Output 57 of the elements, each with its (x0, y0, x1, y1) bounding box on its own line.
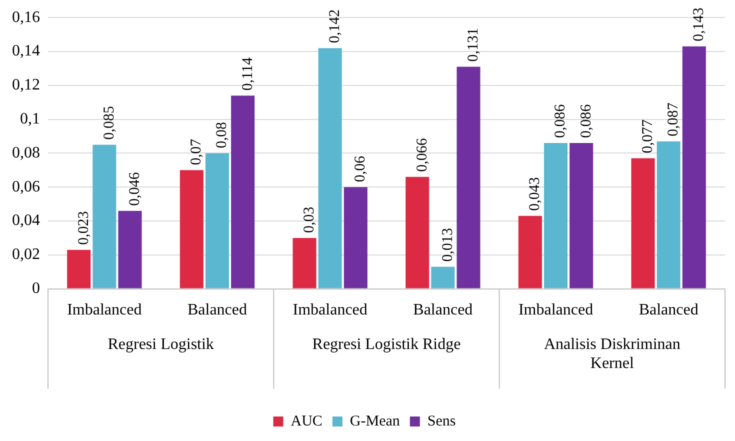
data-label: 0,143 (691, 8, 708, 42)
y-tick-label: 0,02 (12, 246, 40, 264)
y-tick-label: 0,1 (20, 110, 40, 128)
x-tick-label: Imbalanced (518, 302, 594, 319)
bar (318, 48, 342, 288)
y-tick-label: 0 (32, 280, 40, 298)
x-tick-label: Imbalanced (67, 302, 142, 319)
text: Analisis Diskriminan Kernel (544, 336, 680, 372)
x-tick-label: Balanced (187, 302, 248, 319)
data-label: 0,03 (301, 206, 318, 233)
y-tick-label: 0,14 (12, 42, 40, 60)
bar (518, 216, 542, 288)
data-label: 0,07 (188, 138, 205, 166)
x-tick-label: Balanced (413, 302, 473, 319)
bar (631, 158, 655, 288)
bar (544, 143, 568, 288)
bar (292, 238, 316, 288)
data-label: 0,114 (240, 56, 256, 91)
data-label: 0,142 (327, 9, 344, 44)
data-label: 0,087 (666, 102, 682, 136)
data-label: 0,066 (414, 138, 430, 172)
y-tick-label: 0,04 (12, 212, 40, 230)
data-label: 0,086 (552, 104, 569, 138)
bar (431, 266, 455, 288)
data-label: 0,046 (126, 172, 143, 206)
bar (456, 66, 480, 288)
y-tick-label: 0,06 (12, 178, 40, 196)
bar (406, 176, 430, 288)
bar (92, 144, 116, 288)
bar (682, 46, 706, 288)
data-label: 0,077 (640, 119, 656, 154)
bar (180, 170, 204, 288)
data-label: 0,043 (527, 177, 544, 211)
data-label: 0,086 (578, 104, 594, 138)
y-tick-label: 0,08 (12, 144, 40, 162)
legend-label: AUC (290, 413, 322, 430)
bar (570, 143, 594, 288)
y-tick-label: 0,12 (12, 76, 40, 94)
legend-label: Sens (427, 413, 456, 430)
data-label: 0,131 (465, 28, 482, 62)
bar (205, 153, 230, 288)
y-tick-label: 0,16 (12, 8, 40, 26)
text: Regresi Logistik Ridge (312, 336, 461, 354)
x-tick-label: Balanced (638, 302, 698, 319)
bar (344, 187, 368, 288)
bar (656, 141, 680, 288)
bar (118, 210, 142, 288)
bar (67, 250, 91, 288)
data-label: 0,013 (440, 228, 456, 262)
data-label: 0,08 (214, 122, 230, 148)
data-label: 0,023 (76, 211, 92, 245)
text: Regresi Logistik (108, 336, 214, 354)
x-tick-label: Imbalanced (292, 302, 368, 319)
bar (231, 96, 255, 288)
data-label: 0,06 (352, 155, 369, 182)
legend-label: G-Mean (350, 413, 400, 430)
data-label: 0,085 (101, 106, 118, 140)
